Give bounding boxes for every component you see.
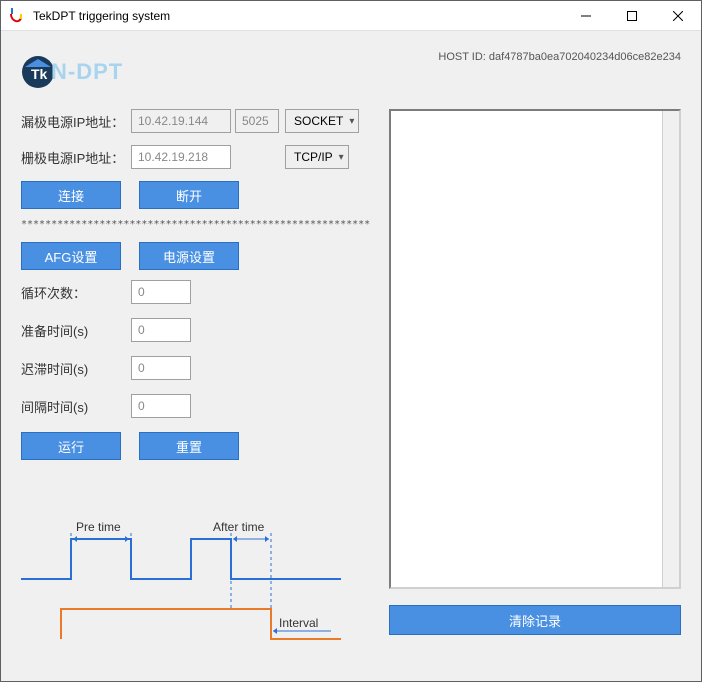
interval-input[interactable] [131, 394, 191, 418]
host-id-label: HOST ID: daf4787ba0ea702040234d06ce82e23… [438, 51, 681, 63]
wave-pre-label: Pre time [76, 520, 121, 534]
afg-settings-button[interactable]: AFG设置 [21, 242, 121, 270]
pretime-label: 准备时间(s) [21, 321, 131, 340]
ip1-label: 漏极电源IP地址： [21, 112, 131, 131]
ip2-proto-dropdown[interactable]: TCP/IP ▾ [285, 145, 349, 169]
app-icon [9, 8, 25, 24]
chevron-down-icon: ▾ [349, 116, 354, 127]
wave-interval-label: Interval [279, 616, 318, 630]
connect-button[interactable]: 连接 [21, 181, 121, 209]
ip1-input[interactable] [131, 109, 231, 133]
minimize-button[interactable] [563, 1, 609, 31]
ip1-port-input[interactable] [235, 109, 279, 133]
waveform-diagram: Pre time After time Interval [21, 519, 341, 659]
clear-log-button[interactable]: 清除记录 [389, 605, 681, 635]
maximize-button[interactable] [609, 1, 655, 31]
delay-label: 迟滞时间(s) [21, 359, 131, 378]
left-column: 漏极电源IP地址： SOCKET ▾ 栅极电源IP地址： TCP/IP ▾ 连接 [21, 109, 371, 470]
ip1-proto-value: SOCKET [294, 114, 343, 128]
disconnect-button[interactable]: 断开 [139, 181, 239, 209]
ip1-proto-dropdown[interactable]: SOCKET ▾ [285, 109, 359, 133]
ip2-input[interactable] [131, 145, 231, 169]
app-window: TekDPT triggering system HOST ID: daf478… [0, 0, 702, 682]
ip2-label: 栅极电源IP地址： [21, 148, 131, 167]
close-button[interactable] [655, 1, 701, 31]
reset-button[interactable]: 重置 [139, 432, 239, 460]
run-button[interactable]: 运行 [21, 432, 121, 460]
logo-icon: Tk [21, 55, 55, 89]
logo-text: N-DPT [51, 59, 123, 85]
loop-input[interactable] [131, 280, 191, 304]
wave-after-label: After time [213, 520, 265, 534]
chevron-down-icon: ▾ [339, 152, 344, 163]
ip2-proto-value: TCP/IP [294, 150, 333, 164]
ip2-row: 栅极电源IP地址： TCP/IP ▾ [21, 145, 371, 169]
pretime-input[interactable] [131, 318, 191, 342]
loop-label: 循环次数： [21, 283, 131, 302]
titlebar: TekDPT triggering system [1, 1, 701, 31]
logo: Tk N-DPT [21, 55, 123, 89]
separator: ****************************************… [21, 219, 371, 230]
ip1-row: 漏极电源IP地址： SOCKET ▾ [21, 109, 371, 133]
svg-text:Tk: Tk [31, 66, 48, 82]
power-settings-button[interactable]: 电源设置 [139, 242, 239, 270]
log-textarea[interactable] [389, 109, 681, 589]
content-area: HOST ID: daf4787ba0ea702040234d06ce82e23… [1, 31, 701, 681]
window-title: TekDPT triggering system [33, 9, 170, 23]
interval-label: 间隔时间(s) [21, 397, 131, 416]
delay-input[interactable] [131, 356, 191, 380]
scrollbar[interactable] [662, 111, 679, 587]
